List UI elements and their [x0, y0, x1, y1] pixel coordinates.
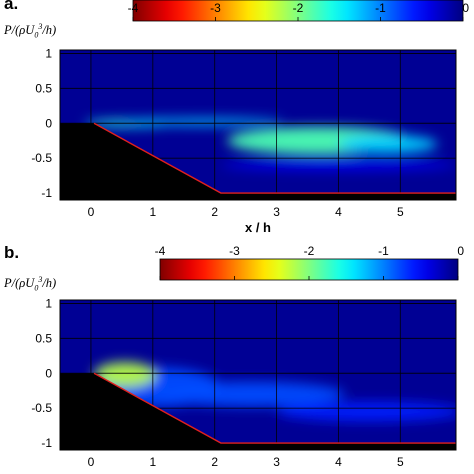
field-feature [338, 135, 438, 154]
y-tick-label: 0 [45, 366, 52, 380]
y-tick-label: 0.5 [35, 331, 52, 345]
x-tick-label: 2 [211, 455, 218, 469]
plot-area [60, 300, 456, 450]
panel-label: a. [4, 0, 19, 13]
field-feature [94, 362, 156, 388]
y-tick-label: 0.5 [35, 81, 52, 95]
bed-outline [93, 372, 456, 444]
bed-region [60, 373, 456, 450]
colorbar-label: P/(ρU03/h) [4, 275, 57, 293]
x-tick-label: 3 [273, 455, 280, 469]
colorbar-tick-label: 0 [462, 1, 469, 15]
y-tick-label: -1 [41, 436, 52, 450]
colorbar-tick-label: -4 [128, 1, 139, 15]
plot-frame [59, 299, 457, 451]
x-tick-label: 3 [273, 205, 280, 219]
colorbar-label: P/(ρU03/h) [4, 22, 57, 40]
y-tick-label: 1 [45, 46, 52, 60]
panel-a: a. P/(ρU03/h) -4 -3 -2 -1 0 0 1 2 3 4 5 1 0.5 0 -0.5 -1… [4, 0, 469, 235]
x-tick-label: 0 [88, 205, 95, 219]
y-tick-label: 1 [45, 296, 52, 310]
x-tick-label: 4 [335, 205, 342, 219]
heatmap-chart: -4 -3 -2 -1 0 0 1 2 3 4 5 1 0.5 0 -0.5 -1 x / h [31, 0, 469, 235]
colorbar-tick-label: -1 [378, 244, 389, 258]
colorbar-tick-label: -4 [155, 244, 166, 258]
x-axis-label: x / h [245, 220, 271, 235]
x-tick-label: 4 [335, 455, 342, 469]
colorbar-tick-label: -2 [304, 244, 315, 258]
colorbar-tick-label: -1 [375, 1, 386, 15]
x-tick-label: 5 [397, 205, 404, 219]
panel-label: b. [4, 243, 20, 262]
plot-area [60, 50, 456, 200]
y-tick-label: 0 [45, 116, 52, 130]
x-tick-label: 0 [88, 455, 95, 469]
colorbar-tick-label: -3 [229, 244, 240, 258]
colorbar-tick-label: 0 [457, 244, 464, 258]
x-tick-label: 2 [211, 205, 218, 219]
field-feature [121, 118, 283, 126]
x-tick-label: 1 [149, 205, 156, 219]
y-tick-label: -1 [41, 186, 52, 200]
y-tick-label: -0.5 [31, 401, 52, 415]
x-tick-label: 5 [397, 455, 404, 469]
x-tick-label: 1 [149, 455, 156, 469]
field-feature [159, 381, 345, 407]
y-tick-label: -0.5 [31, 151, 52, 165]
colorbar-tick-label: -2 [293, 1, 304, 15]
panel-b: b. P/(ρU03/h) -4 -3 -2 -1 0 0 1 2 3 4 5 1 0.5 0 -0.5 -1 [0, 237, 474, 474]
bed-region [60, 123, 456, 200]
colorbar-tick-label: -3 [210, 1, 221, 15]
field-feature [276, 401, 456, 422]
plot-frame [59, 49, 457, 201]
heatmap-chart: -4 -3 -2 -1 0 0 1 2 3 4 5 1 0.5 0 -0.5 -1 [31, 244, 464, 469]
bed-outline [93, 122, 456, 194]
